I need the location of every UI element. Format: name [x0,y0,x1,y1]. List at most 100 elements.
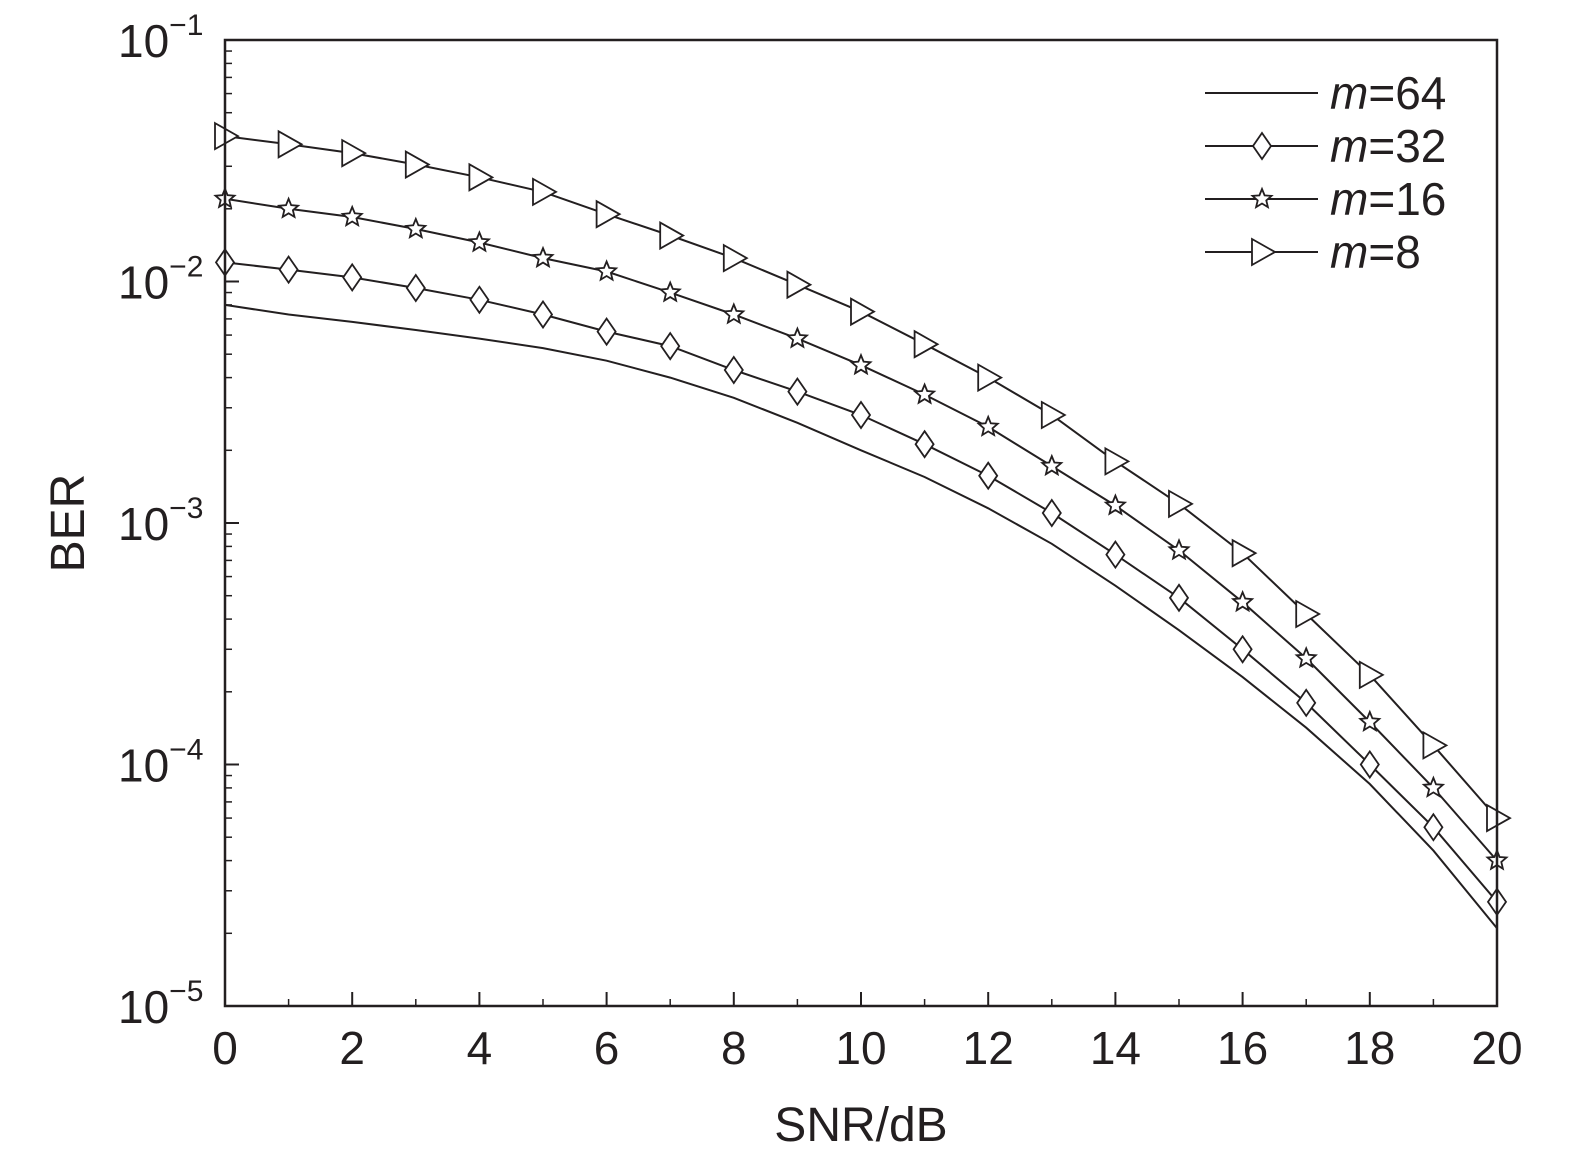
marker-triangle [1295,599,1322,629]
marker-star [1040,453,1064,477]
marker-diamond [1232,634,1253,664]
series-m-16 [213,186,1509,871]
marker-triangle [722,243,749,273]
legend-label: m=16 [1330,173,1446,225]
legend-item: m=64 [1205,67,1446,119]
y-tick-label: 10−3 [118,492,203,550]
marker-triangle [404,149,431,180]
y-axis-title: BER [42,474,95,573]
series-layer [213,121,1512,929]
legend-item: m=32 [1205,120,1446,172]
marker-triangle [277,129,304,159]
marker-triangle [1168,489,1194,519]
marker-diamond [978,461,999,491]
marker-diamond [1359,749,1380,780]
marker-diamond [1168,583,1190,613]
marker-star [467,230,492,253]
marker-triangle [1040,400,1067,430]
marker-diamond [342,262,363,292]
marker-triangle [786,270,813,300]
marker-diamond [660,331,681,361]
y-tick-labels: 10−1 10−2 10−3 10−4 10−5 [118,9,203,1033]
marker-triangle [913,329,940,359]
marker-diamond [1423,812,1444,842]
marker-star [1167,538,1191,561]
marker-triangle [1358,660,1385,690]
x-tick-label: 16 [1217,1022,1268,1074]
plot-frame [223,38,1499,1008]
marker-star [1103,493,1128,516]
y-tick-label: 10−4 [118,734,203,792]
marker-star [785,326,810,349]
marker-triangle [214,121,240,151]
marker-triangle [468,162,495,192]
x-tick-label: 4 [467,1022,493,1074]
marker-triangle [977,363,1004,393]
marker-diamond [1251,131,1273,161]
x-tick-label: 6 [594,1022,620,1074]
marker-star [1358,709,1382,732]
marker-star [1250,186,1274,209]
marker-diamond [469,285,490,315]
x-axis-title: SNR/dB [774,1099,947,1152]
marker-triangle [532,177,558,207]
x-tick-label: 20 [1471,1022,1522,1074]
x-tick-label: 8 [721,1022,747,1074]
marker-triangle [850,297,876,327]
legend-label: m=32 [1330,120,1446,172]
marker-triangle [1486,803,1512,833]
legend-item: m=8 [1205,226,1421,278]
marker-triangle [659,220,686,251]
marker-triangle [341,138,368,168]
marker-triangle [595,199,622,229]
x-tick-label: 14 [1090,1022,1141,1074]
marker-diamond [1296,688,1317,718]
minor-ticks [225,50,1435,1006]
marker-star [976,414,1000,437]
legend-label: m=64 [1330,67,1446,119]
x-tick-label: 12 [963,1022,1014,1074]
marker-diamond [1105,539,1126,570]
series-m-32 [214,247,1508,917]
marker-diamond [787,377,808,407]
series-m-64 [224,303,1498,929]
marker-triangle [1104,446,1131,476]
marker-triangle [1231,538,1258,568]
major-ticks [224,39,1498,1007]
x-tick-label: 18 [1344,1022,1395,1074]
marker-star [658,280,682,303]
y-tick-label: 10−2 [118,251,203,309]
marker-diamond [405,273,426,303]
marker-diamond [914,429,935,459]
x-tick-labels: 0 2 4 6 8 10 12 14 16 18 20 [212,1022,1522,1074]
legend-label: m=8 [1330,226,1421,278]
y-tick-label: 10−5 [118,975,203,1033]
marker-star [404,216,428,239]
marker-diamond [596,317,617,347]
marker-star [594,259,619,282]
marker-diamond [532,299,554,330]
x-tick-label: 0 [212,1022,238,1074]
marker-star [531,245,555,269]
marker-diamond [850,400,872,430]
marker-star [722,302,746,325]
marker-star [849,352,873,376]
legend-item: m=16 [1205,173,1446,225]
marker-triangle [1422,730,1449,760]
marker-diamond [723,355,744,385]
x-tick-label: 2 [339,1022,365,1074]
series-m-8 [214,121,1512,833]
marker-star [276,196,301,219]
marker-star [1294,646,1318,669]
y-tick-label: 10−1 [118,9,203,67]
marker-triangle [1251,237,1277,267]
marker-diamond [1041,498,1062,528]
marker-star [340,204,364,227]
series-line [224,303,1498,929]
marker-star [1421,775,1446,798]
x-tick-label: 10 [835,1022,886,1074]
legend: m=64m=32m=16m=8 [1205,67,1446,278]
marker-diamond [278,255,299,285]
marker-star [912,382,937,405]
